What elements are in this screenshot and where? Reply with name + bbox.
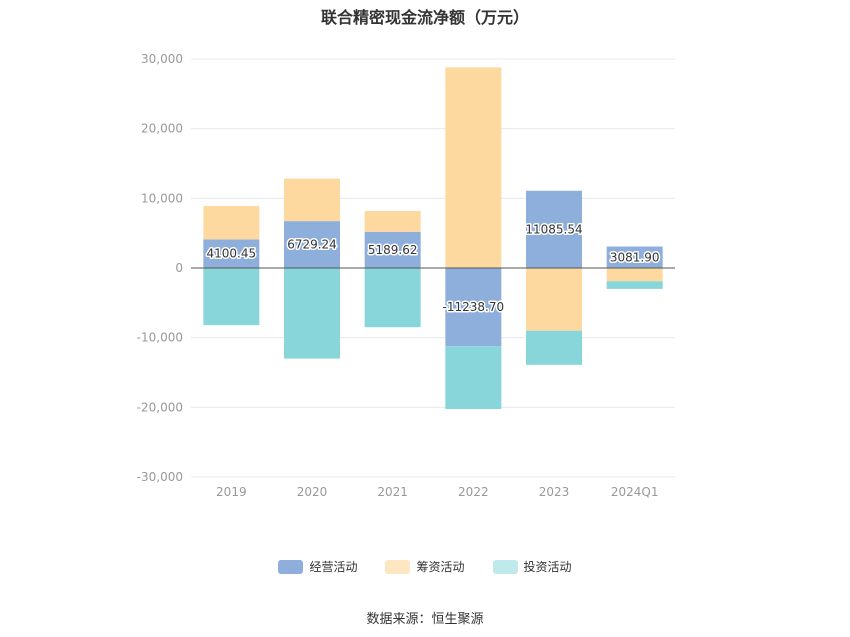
legend-swatch-financing [385, 559, 411, 574]
bar-segment [526, 268, 582, 331]
data-label: 4100.45 [207, 247, 257, 261]
data-source: 数据来源：恒生聚源 [366, 612, 484, 627]
bars [203, 67, 663, 409]
data-label: 3081.90 [610, 250, 660, 264]
bar-segment [203, 239, 260, 268]
data-label: 6729.24 [287, 238, 337, 252]
bar-segment [284, 178, 340, 222]
bar-segment [606, 246, 663, 268]
x-tick-label: 2022 [458, 485, 489, 499]
bar-segment [203, 268, 260, 326]
x-tick-label: 2024Q1 [611, 485, 659, 499]
chart-title: 联合精密现金流净额（万元） [320, 8, 529, 27]
legend-label-operating: 经营活动 [309, 560, 358, 574]
x-tick-label: 2021 [377, 485, 408, 499]
bar-segment [445, 67, 502, 268]
legend: 经营活动 筹资活动 投资活动 [0, 558, 850, 575]
legend-swatch-investing [492, 559, 518, 574]
y-tick-label: -20,000 [137, 400, 183, 414]
y-tick-label: 10,000 [141, 191, 183, 205]
legend-item-investing[interactable]: 投资活动 [492, 558, 572, 575]
legend-label-investing: 投资活动 [523, 560, 572, 574]
legend-label-financing: 筹资活动 [416, 560, 465, 574]
bar-segment [284, 268, 340, 359]
bar-segment [606, 281, 663, 289]
bar-segment [364, 210, 421, 232]
bar-segment [364, 268, 421, 328]
x-tick-label: 2023 [539, 485, 570, 499]
y-tick-label: 20,000 [141, 122, 183, 136]
bar-segment [364, 231, 421, 268]
x-axis: 2019 2020 2021 2022 2023 2024Q1 [216, 485, 658, 499]
x-tick-label: 2020 [297, 485, 328, 499]
legend-swatch-operating [278, 559, 304, 574]
data-label: -11238.70 [443, 300, 505, 314]
bar-segment [445, 268, 502, 347]
bar-segment [445, 346, 502, 409]
bar-segment [284, 221, 340, 268]
y-tick-label: 30,000 [141, 52, 183, 66]
y-tick-label: -30,000 [137, 470, 183, 484]
bar-segment [203, 205, 260, 240]
legend-item-financing[interactable]: 筹资活动 [385, 558, 465, 575]
x-tick-label: 2019 [216, 485, 247, 499]
data-label: 5189.62 [368, 243, 418, 257]
y-tick-label: 0 [175, 261, 183, 275]
chart-plot: 30,000 20,000 10,000 0 -10,000 -20,000 -30,000… [137, 52, 675, 499]
y-tick-label: -10,000 [137, 331, 183, 345]
y-axis: 30,000 20,000 10,000 0 -10,000 -20,000 -30,000 [137, 52, 183, 484]
data-labels: 4100.45 6729.24 5189.62 -11238.70 11085.54 30… [205, 221, 661, 316]
bar-segment [526, 190, 582, 268]
bar-segment [606, 268, 663, 282]
bar-segment [526, 330, 582, 365]
legend-item-operating[interactable]: 经营活动 [278, 558, 357, 575]
data-label: 11085.54 [525, 222, 582, 236]
